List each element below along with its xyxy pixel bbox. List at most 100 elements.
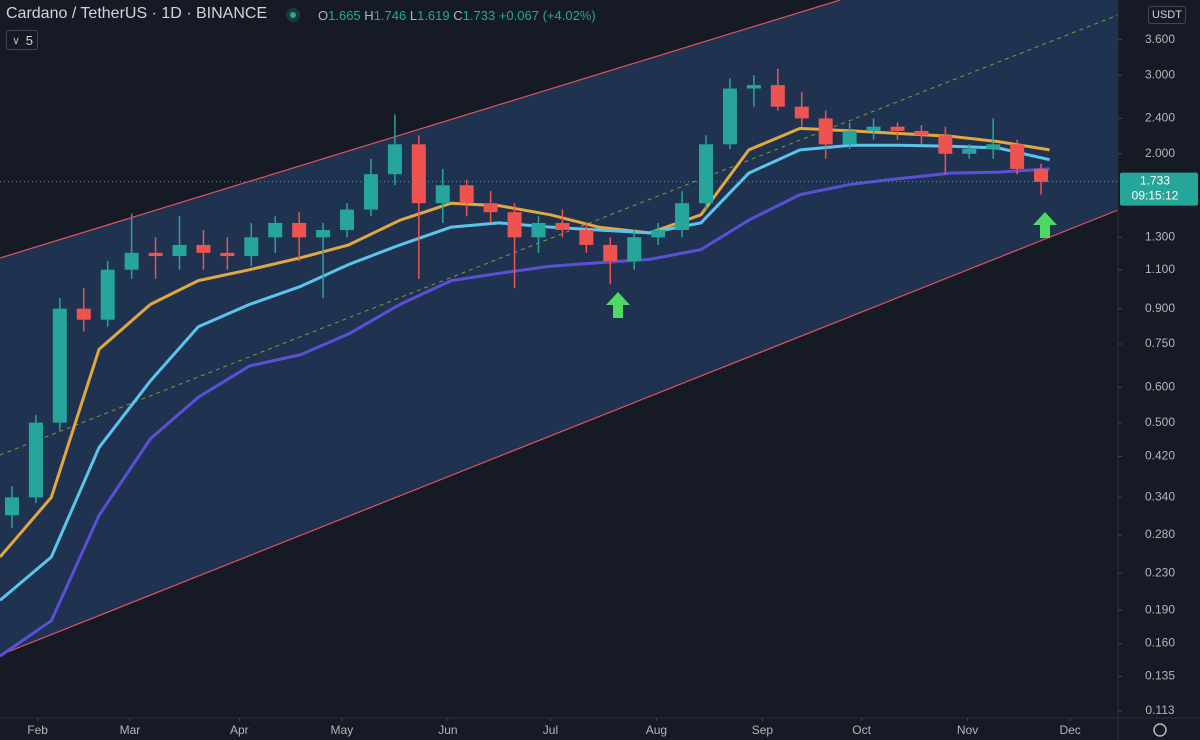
candle-body (340, 209, 355, 230)
candle-body (459, 185, 474, 204)
candle-body (699, 144, 714, 204)
candle-body (172, 244, 187, 257)
x-tick-label: Sep (752, 723, 774, 737)
y-tick-label: 0.500 (1145, 415, 1175, 429)
symbol-title: Cardano / TetherUS · 1D · BINANCE (6, 5, 268, 22)
candle-body (746, 85, 761, 89)
y-tick-label: 0.135 (1145, 669, 1175, 683)
ohlc-key: O (318, 8, 329, 23)
candle-body (52, 308, 67, 423)
ohlc-value: 1.665 (328, 8, 361, 23)
candle-body (842, 130, 857, 145)
change-value: +0.067 (498, 8, 539, 23)
y-tick-label: 3.600 (1145, 32, 1175, 46)
moving-average (0, 143, 1050, 602)
candle-body (483, 203, 498, 213)
candle-body (244, 237, 259, 257)
candle-body (770, 85, 785, 107)
y-tick-label: 0.420 (1145, 449, 1175, 463)
ohlc-key: C (453, 8, 463, 23)
candle-body (411, 144, 426, 204)
ohlc-key: H (364, 8, 374, 23)
candle-body (124, 252, 139, 270)
candle-body (675, 203, 690, 230)
y-tick-label: 0.160 (1145, 636, 1175, 650)
y-tick-label: 0.190 (1145, 602, 1175, 616)
x-tick-label: Jun (438, 723, 457, 737)
ohlc-value: 1.746 (373, 8, 407, 23)
currency-label: USDT (1148, 6, 1186, 24)
x-tick-label: Apr (230, 723, 249, 737)
candle-body (1010, 144, 1025, 169)
candle-body (603, 244, 618, 262)
x-tick-label: Dec (1059, 723, 1080, 737)
candle-body (363, 174, 378, 210)
candle-body (507, 212, 522, 238)
candle-body (938, 135, 953, 154)
x-tick-label: May (331, 723, 354, 737)
y-tick-label: 3.000 (1145, 67, 1175, 81)
candle-body (196, 244, 211, 253)
channel-middle (0, 14, 1119, 456)
x-tick-label: Nov (957, 723, 978, 737)
candle-body (627, 237, 642, 262)
change-percent: (+4.02%) (542, 8, 596, 23)
candle-body (100, 269, 115, 320)
candle-body (555, 222, 570, 230)
last-price-box (1120, 172, 1198, 206)
regression-channel (0, 0, 1118, 655)
settings-icon[interactable] (1153, 723, 1167, 737)
candle-body (435, 185, 450, 204)
y-tick-label: 0.900 (1145, 301, 1175, 315)
arrow (1033, 212, 1057, 238)
candle-body (4, 497, 19, 516)
candle-body (890, 126, 905, 131)
y-tick-label: 0.280 (1145, 527, 1175, 541)
status-dot (286, 8, 300, 22)
y-tick-label: 2.400 (1145, 111, 1175, 125)
candle-body (28, 422, 43, 498)
candle-body (387, 144, 402, 175)
moving-average (0, 167, 1050, 658)
candle-body (220, 252, 235, 257)
x-tick-label: Feb (27, 723, 48, 737)
candle-body (866, 126, 881, 131)
x-tick-label: Jul (543, 723, 558, 737)
candle-body (579, 229, 594, 245)
y-tick-label: 0.750 (1145, 336, 1175, 350)
ohlc-value: 1.733 (462, 8, 496, 23)
candle-body (818, 118, 833, 145)
ohlc-legend: O1.665 H1.746 L1.619 C1.733 +0.067 (+4.0… (318, 8, 596, 23)
candle-body (986, 144, 1001, 149)
y-tick-label: 0.113 (1145, 703, 1174, 717)
candle-body (148, 252, 163, 257)
arrow (606, 292, 630, 318)
candle-body (722, 88, 737, 145)
plot-area (0, 68, 1050, 658)
x-tick-label: Oct (852, 723, 871, 737)
x-tick-label: Mar (120, 723, 141, 737)
y-tick-label: 1.100 (1145, 262, 1175, 276)
y-tick-label: 0.600 (1145, 379, 1175, 393)
moving-average (0, 126, 1050, 558)
candle-body (268, 222, 283, 238)
indicators-toggle[interactable]: 5 (6, 30, 38, 51)
channel-lower (0, 209, 1119, 656)
ohlc-key: L (409, 8, 418, 23)
y-tick-label: 0.230 (1145, 565, 1175, 579)
candle-body (316, 229, 331, 238)
candle-body (76, 308, 91, 320)
candle-body (292, 222, 307, 238)
last-price-label: 1.733 (1140, 174, 1170, 188)
y-tick-label: 2.000 (1145, 146, 1175, 160)
candle-body (914, 130, 929, 136)
candle-body (1034, 168, 1049, 182)
y-tick-label: 1.300 (1145, 229, 1175, 243)
countdown-label: 09:15:12 (1132, 189, 1179, 203)
candle-body (794, 106, 809, 119)
channel-upper (0, 0, 841, 259)
candle-body (651, 229, 666, 238)
y-tick-label: 0.340 (1145, 490, 1175, 504)
